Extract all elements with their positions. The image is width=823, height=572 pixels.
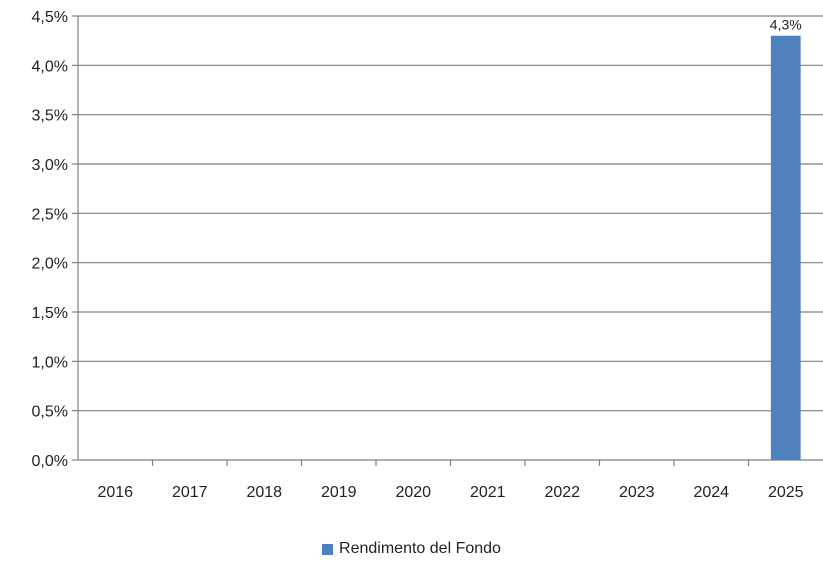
data-label: 4,3% [770, 17, 802, 33]
x-tick-label: 2020 [395, 484, 431, 501]
legend-label: Rendimento del Fondo [339, 540, 501, 557]
bar-2025 [770, 35, 801, 460]
bars [770, 35, 801, 460]
y-tick-label: 4,0% [32, 58, 68, 75]
y-tick-label: 0,5% [32, 404, 68, 421]
x-tick-label: 2018 [246, 484, 282, 501]
y-tick-label: 1,0% [32, 354, 68, 371]
x-tick-label: 2023 [619, 484, 655, 501]
legend: Rendimento del Fondo [0, 540, 823, 558]
y-tick-label: 1,5% [32, 305, 68, 322]
y-tick-label: 2,0% [32, 256, 68, 273]
x-tick-label: 2017 [172, 484, 208, 501]
x-tick-label: 2016 [97, 484, 133, 501]
axes [72, 15, 823, 466]
x-tick-label: 2022 [544, 484, 580, 501]
y-tick-label: 3,5% [32, 108, 68, 125]
labels: 0,0% 0,5% 1,0% 1,5% 2,0% 2,5% 3,0% 3,5% 4,0% 4,5%… [32, 9, 804, 501]
y-tick-label: 2,5% [32, 206, 68, 223]
x-tick-label: 2024 [693, 484, 729, 501]
x-tick-label: 2025 [768, 484, 804, 501]
y-tick-label: 0,0% [32, 453, 68, 470]
x-tick-label: 2019 [321, 484, 357, 501]
y-tick-label: 3,0% [32, 157, 68, 174]
gridlines [78, 15, 823, 412]
legend-swatch [322, 543, 334, 555]
y-tick-label: 4,5% [32, 9, 68, 26]
x-tick-label: 2021 [470, 484, 506, 501]
